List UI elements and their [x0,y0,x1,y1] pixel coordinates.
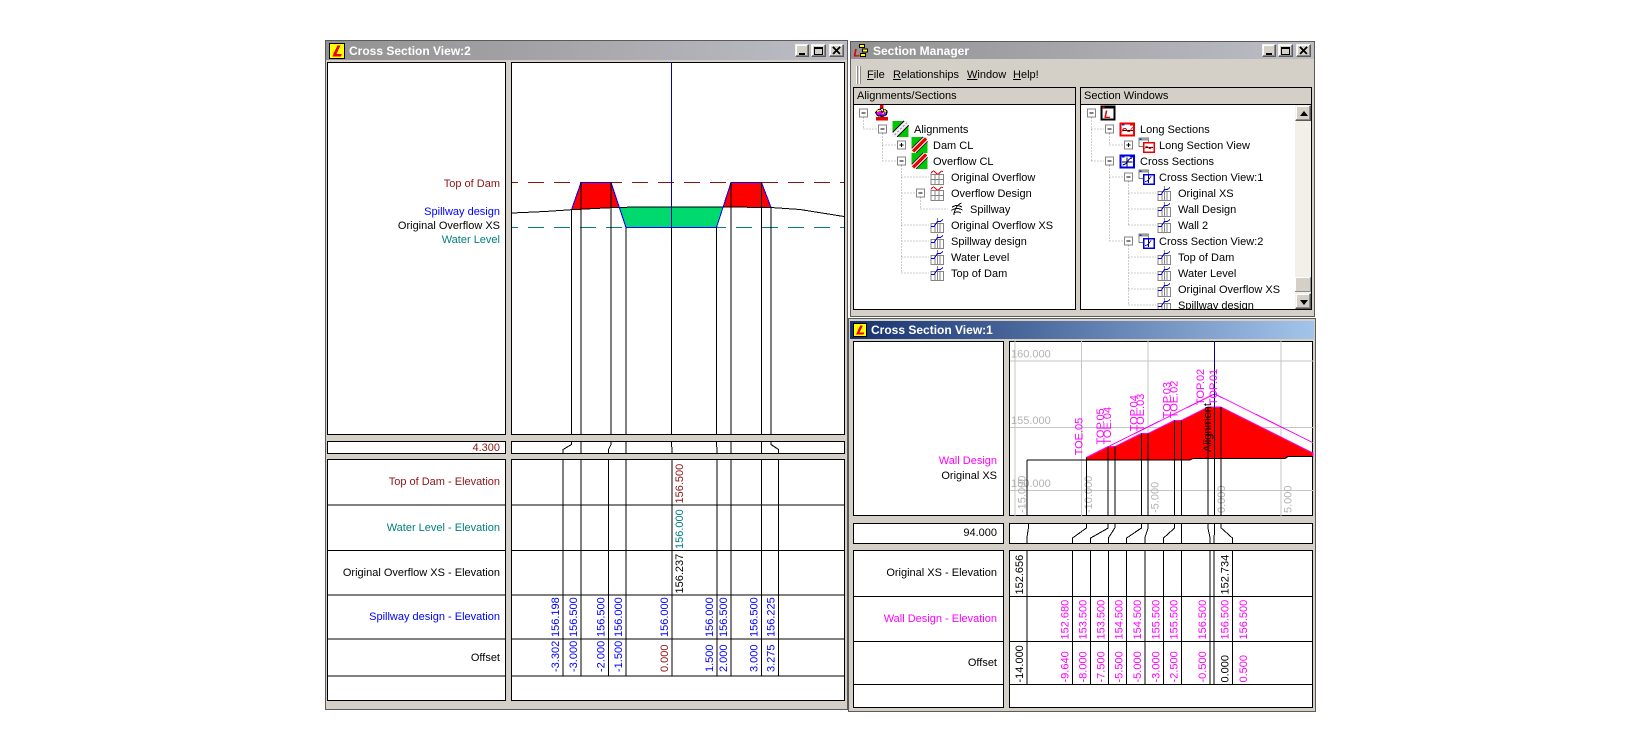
svg-text:Dam CL: Dam CL [933,140,973,152]
svg-text:Spillway design: Spillway design [1178,300,1254,309]
svg-text:Top of Dam: Top of Dam [951,268,1007,280]
svg-text:L: L [854,47,861,59]
svg-text:-3.302: -3.302 [550,641,562,672]
svg-text:155.500: 155.500 [1151,599,1163,639]
svg-text:Original XS: Original XS [1178,188,1234,200]
svg-text:-8.000: -8.000 [1078,651,1090,682]
svg-text:Cross Sections: Cross Sections [1140,156,1214,168]
svg-text:-3.000: -3.000 [568,641,580,672]
svg-text:Water Level: Water Level [1178,268,1236,280]
svg-text:156.500: 156.500 [1197,599,1209,639]
svg-text:Spillway design: Spillway design [951,236,1027,248]
svg-text:0.500: 0.500 [1238,654,1250,682]
svg-text:Cross Section View:2: Cross Section View:2 [1159,236,1263,248]
svg-text:Spillway: Spillway [970,204,1011,216]
svg-text:-1.500: -1.500 [613,641,625,672]
svg-text:156.500: 156.500 [718,597,730,637]
svg-text:Wall Design: Wall Design [1178,204,1236,216]
svg-text:153.500: 153.500 [1095,599,1107,639]
svg-text:Long Section View: Long Section View [1159,140,1250,152]
svg-text:160.000: 160.000 [1011,349,1051,361]
svg-text:Water Level: Water Level [951,252,1009,264]
svg-text:156.000: 156.000 [674,509,686,549]
svg-text:Original Overflow XS: Original Overflow XS [951,220,1053,232]
svg-text:156.500: 156.500 [1219,599,1231,639]
svg-text:Original Overflow XS: Original Overflow XS [1178,284,1280,296]
svg-text:-3.000: -3.000 [1151,651,1163,682]
svg-text:Wall 2: Wall 2 [1178,220,1208,232]
svg-text:Original Overflow: Original Overflow [951,172,1035,184]
svg-text:Overflow Design: Overflow Design [951,188,1032,200]
svg-text:Alignments: Alignments [914,124,969,136]
svg-text:5.000: 5.000 [1283,485,1295,513]
svg-text:TOP.01: TOP.01 [1208,369,1220,405]
svg-text:156.000: 156.000 [659,597,671,637]
svg-text:0.000: 0.000 [1216,485,1228,513]
svg-text:Overflow CL: Overflow CL [933,156,994,168]
svg-text:-2.500: -2.500 [1168,651,1180,682]
svg-text:Long Sections: Long Sections [1140,124,1210,136]
svg-text:-14.000: -14.000 [1014,645,1026,682]
svg-text:156.500: 156.500 [749,597,761,637]
svg-text:-2.000: -2.000 [596,641,608,672]
svg-text:155.000: 155.000 [1011,415,1051,427]
svg-text:1.500: 1.500 [704,644,716,672]
svg-text:Cross Section View:1: Cross Section View:1 [1159,172,1263,184]
svg-text:153.500: 153.500 [1078,599,1090,639]
svg-text:-5.000: -5.000 [1149,482,1161,513]
svg-text:152.734: 152.734 [1219,554,1231,594]
svg-text:156.500: 156.500 [674,464,686,504]
svg-text:-5.000: -5.000 [1132,651,1144,682]
svg-text:156.500: 156.500 [1238,599,1250,639]
svg-text:TOE.05: TOE.05 [1073,418,1085,456]
svg-text:TOP.03: TOP.03 [1162,382,1174,418]
svg-text:156.000: 156.000 [613,597,625,637]
svg-text:-7.500: -7.500 [1095,651,1107,682]
svg-text:3.275: 3.275 [766,644,778,672]
svg-text:TOP.02: TOP.02 [1195,369,1207,405]
svg-text:TOP.04: TOP.04 [1129,395,1141,431]
svg-text:TOE.03: TOE.03 [1135,394,1147,432]
svg-text:156.500: 156.500 [568,597,580,637]
svg-text:0.000: 0.000 [1219,654,1231,682]
svg-text:152.656: 152.656 [1014,554,1026,594]
svg-text:-15.000: -15.000 [1017,476,1029,513]
svg-text:Top of Dam: Top of Dam [1178,252,1234,264]
svg-text:156.198: 156.198 [550,597,562,637]
svg-text:156.500: 156.500 [596,597,608,637]
svg-text:155.500: 155.500 [1168,599,1180,639]
svg-text:-10.000: -10.000 [1083,476,1095,513]
svg-text:TOE.02: TOE.02 [1168,381,1180,419]
svg-text:TOP.05: TOP.05 [1095,408,1107,444]
svg-text:156.000: 156.000 [704,597,716,637]
svg-text:2.000: 2.000 [718,644,730,672]
svg-text:154.500: 154.500 [1114,599,1126,639]
svg-text:TOE.04: TOE.04 [1102,407,1114,445]
svg-text:152.680: 152.680 [1060,599,1072,639]
svg-text:156.225: 156.225 [766,597,778,637]
svg-text:154.500: 154.500 [1132,599,1144,639]
svg-text:156.237: 156.237 [674,554,686,594]
svg-text:150.000: 150.000 [1011,478,1051,490]
svg-text:0.000: 0.000 [659,644,671,672]
svg-text:-0.500: -0.500 [1197,651,1209,682]
svg-text:3.000: 3.000 [749,644,761,672]
svg-text:Alignment: Alignment [1202,403,1214,452]
svg-text:-9.640: -9.640 [1060,651,1072,682]
svg-text:-5.500: -5.500 [1114,651,1126,682]
